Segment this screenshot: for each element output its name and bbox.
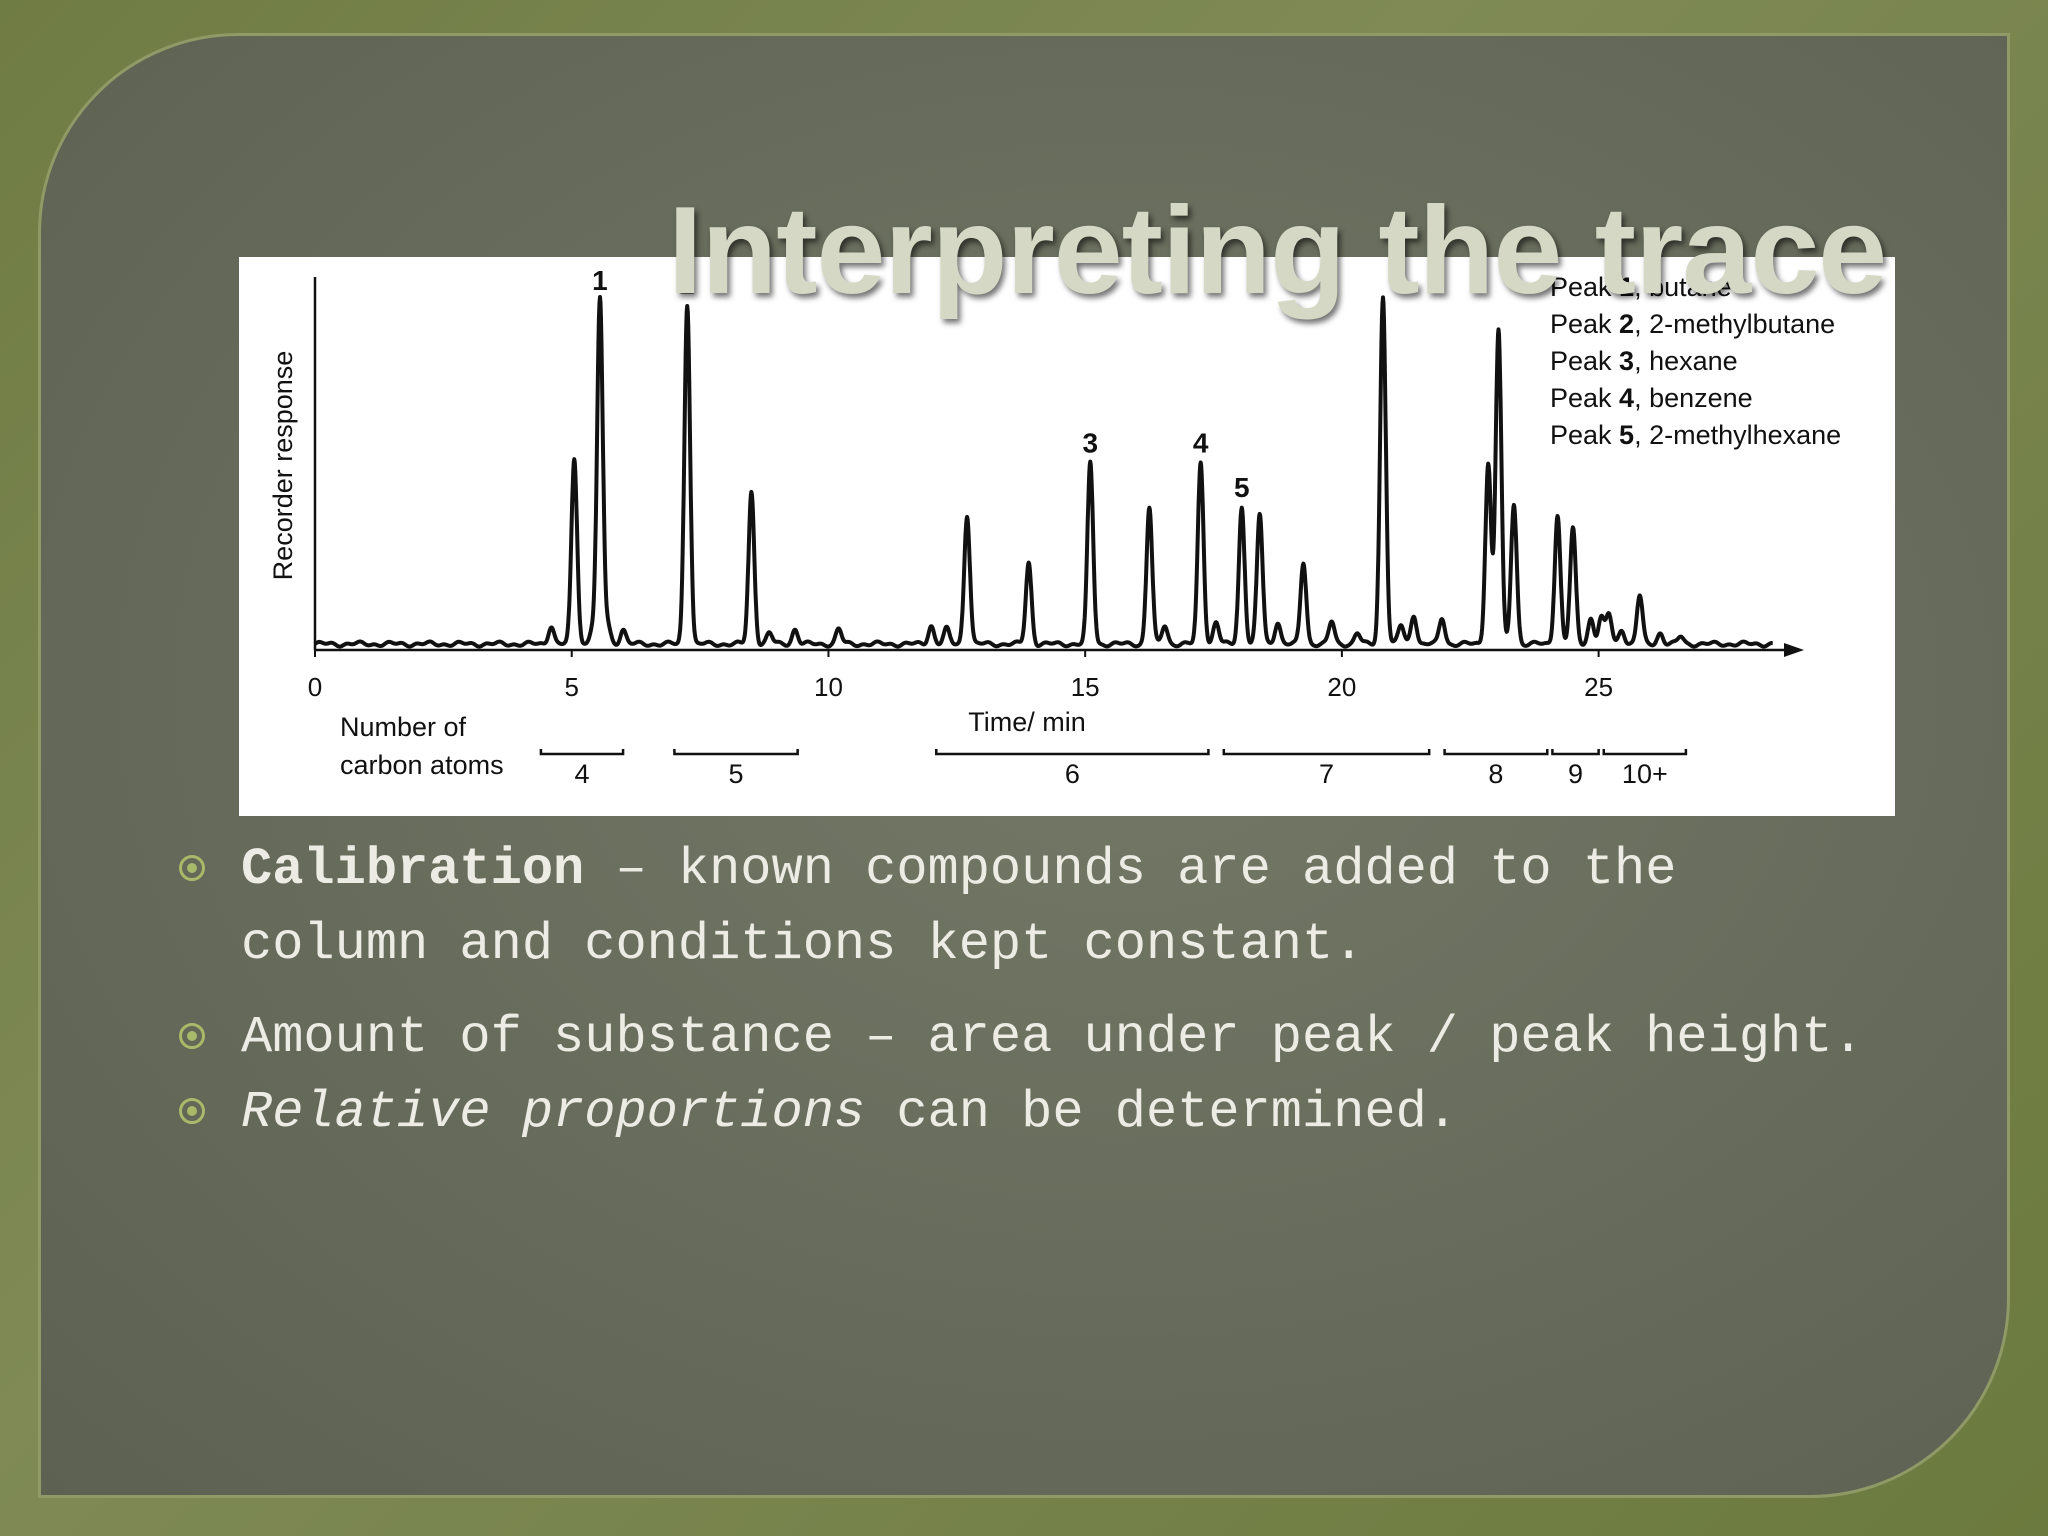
peak-label-5: 5 [1234,472,1250,503]
carbon-group-bracket [935,749,1210,756]
y-axis-label: Recorder response [268,351,298,581]
x-tick-label: 25 [1584,672,1613,702]
peak-label-3: 3 [1083,428,1099,459]
legend-entry: Peak 4, benzene [1550,383,1753,413]
x-tick-label: 0 [308,672,322,702]
carbon-group-bracket [1602,749,1688,756]
legend-entry: Peak 5, 2-methylhexane [1550,420,1841,450]
target-bullet-icon [179,1023,205,1049]
chromatogram-svg: 0 5 10 15 20 25 Time/ min Recorder response 1 2 3… [268,265,1841,789]
x-tick-label: 20 [1327,672,1356,702]
carbon-group-label: 9 [1568,759,1583,789]
bullet-item-calibration: Calibration – known compounds are added … [175,832,1875,982]
peak-label-1: 1 [592,265,608,296]
peak-label-4: 4 [1193,428,1209,459]
peak-label-2: 2 [679,269,695,300]
carbon-label-line1: Number of [340,712,467,742]
carbon-group-bracket [1551,749,1600,756]
carbon-group-bracket [1443,749,1549,756]
bullet-bold-term: Calibration [241,840,585,899]
slide-title: Interpreting the trace [668,182,1887,320]
x-tick-label: 5 [564,672,578,702]
carbon-group-bracket [673,749,799,756]
carbon-group-label: 8 [1488,759,1503,789]
carbon-group-label: 7 [1319,759,1334,789]
carbon-group-bracket [539,749,625,756]
carbon-group-label: 10+ [1622,759,1668,789]
carbon-group-bracket [1222,749,1431,756]
legend-entry: Peak 1, butane [1550,272,1732,302]
x-axis-label: Time/ min [968,707,1086,737]
bullet-text: – known compounds are added to the colum… [241,840,1677,974]
bullet-list: Calibration – known compounds are added … [175,832,1875,1150]
bullet-text: can be determined. [865,1083,1459,1142]
carbon-group-label: 6 [1065,759,1080,789]
target-bullet-icon [179,1098,205,1124]
carbon-label-line2: carbon atoms [340,750,504,780]
bullet-italic-term: Relative proportions [241,1083,866,1142]
x-tick-label: 10 [814,672,843,702]
bullet-item-amount: Amount of substance – area under peak / … [175,1000,1875,1075]
legend-entry: Peak 3, hexane [1550,346,1738,376]
carbon-group-label: 5 [729,759,744,789]
chromatogram-trace [313,295,1775,649]
chromatogram-chart: 0 5 10 15 20 25 Time/ min Recorder response 1 2 3… [239,257,1895,816]
x-axis-arrow [1784,643,1804,657]
carbon-group-label: 4 [574,759,589,789]
legend-entry: Peak 2, 2-methylbutane [1550,309,1835,339]
x-tick-label: 15 [1071,672,1100,702]
target-bullet-icon [179,855,205,881]
bullet-item-proportions: Relative proportions can be determined. [175,1075,1875,1150]
bullet-text: Amount of substance – area under peak / … [241,1008,1864,1067]
